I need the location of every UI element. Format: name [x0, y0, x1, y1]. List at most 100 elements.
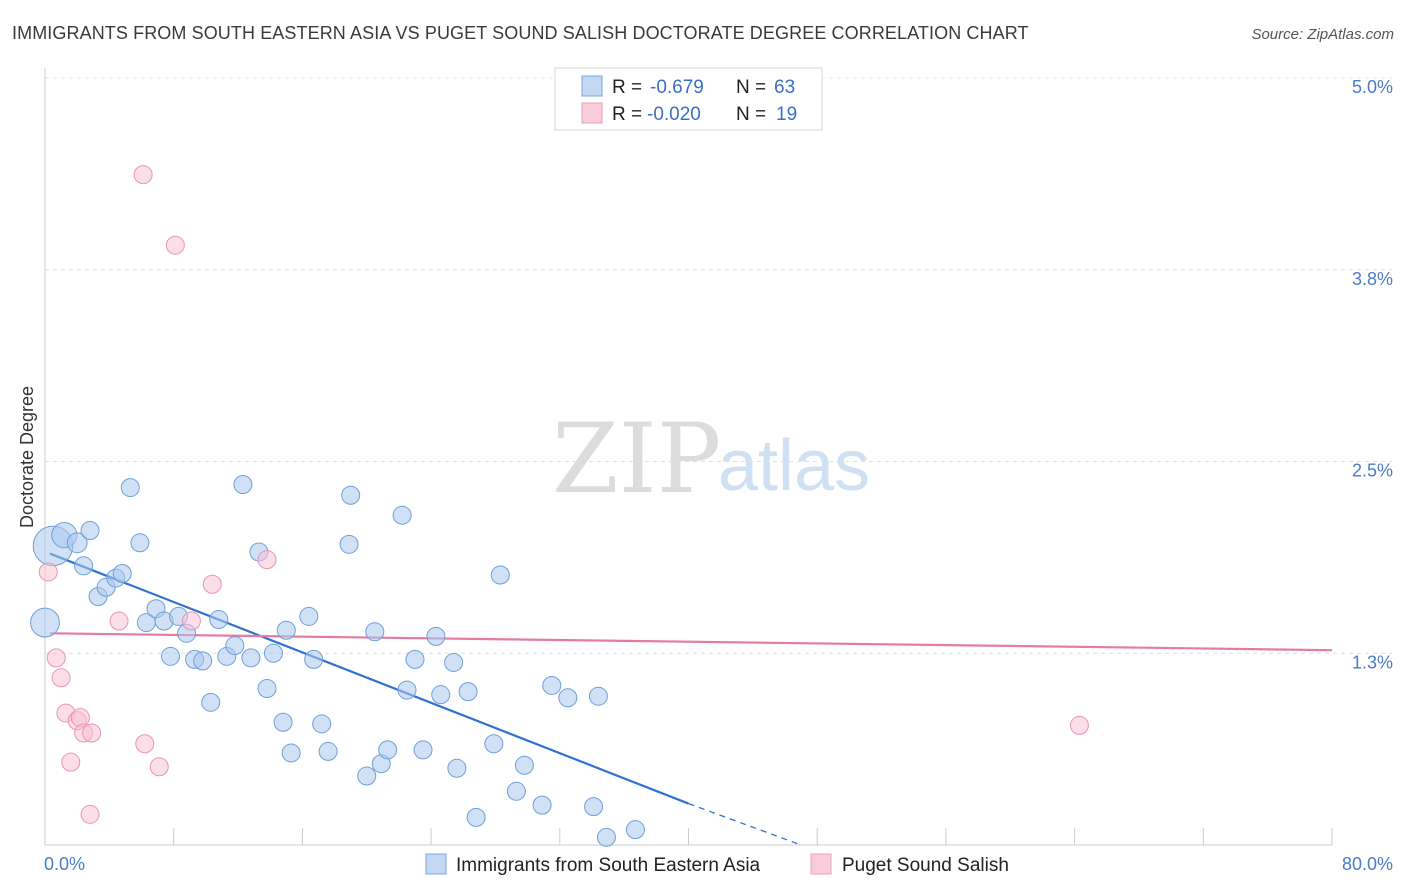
- trend-lines: [49, 552, 1333, 846]
- bottom-legend-label-blue: Immigrants from South Eastern Asia: [456, 855, 761, 876]
- point-s0-30: [276, 620, 296, 640]
- legend-r-label-2: R =: [612, 104, 642, 125]
- point-s0-47: [444, 652, 464, 672]
- y-tick-label-2: 3.8%: [1352, 269, 1393, 289]
- point-s0-36: [341, 485, 361, 505]
- y-axis-label: Doctorate Degree: [17, 386, 37, 528]
- point-s1-13: [133, 165, 153, 185]
- axes: [44, 68, 1333, 846]
- point-s0-52: [490, 565, 510, 585]
- point-s0-49: [458, 682, 478, 702]
- x-tick-label-1: 80.0%: [1342, 854, 1393, 874]
- legend-r-value-2: -0.020: [647, 104, 701, 125]
- point-s0-24: [241, 648, 261, 668]
- point-s0-4: [74, 556, 94, 576]
- point-s1-4: [61, 752, 81, 772]
- point-s0-37: [357, 766, 377, 786]
- trend-extension-s0: [688, 802, 802, 846]
- point-s1-12: [149, 757, 169, 777]
- point-s1-16: [202, 574, 222, 594]
- bottom-legend-label-pink: Puget Sound Salish: [842, 855, 1009, 876]
- point-s0-10: [130, 533, 150, 553]
- point-s0-31: [299, 606, 319, 626]
- point-s1-9: [80, 804, 100, 824]
- point-s0-55: [532, 795, 552, 815]
- chart-source: Source: ZipAtlas.com: [1251, 26, 1394, 43]
- point-s1-10: [109, 611, 129, 631]
- point-s0-40: [378, 740, 398, 760]
- point-s0-57: [558, 688, 578, 708]
- point-s1-6: [70, 708, 90, 728]
- legend-swatch-pink: [581, 102, 603, 124]
- legend-n-label-2: N =: [736, 104, 766, 125]
- point-s0-58: [584, 797, 604, 817]
- y-tick-label-3: 5.0%: [1352, 77, 1393, 97]
- point-s0-41: [392, 505, 412, 525]
- point-s0-59: [588, 686, 608, 706]
- point-s1-2: [51, 668, 71, 688]
- point-s1-0: [38, 562, 58, 582]
- point-s1-18: [1069, 715, 1089, 735]
- point-s0-54: [514, 755, 534, 775]
- point-s0-2: [66, 532, 88, 554]
- point-s1-14: [165, 235, 185, 255]
- trend-line-s0: [49, 552, 689, 805]
- point-s0-50: [466, 807, 486, 827]
- point-s0-43: [405, 649, 425, 669]
- point-s1-8: [82, 723, 102, 743]
- legend-r-label-1: R =: [612, 77, 642, 98]
- point-s0-56: [542, 675, 562, 695]
- point-s0-8: [112, 563, 132, 583]
- point-s0-35: [339, 534, 359, 554]
- series-legend: Immigrants from South Eastern Asia Puget…: [425, 853, 1009, 876]
- watermark-atlas: atlas: [718, 426, 870, 506]
- point-s0-23: [233, 475, 253, 495]
- point-s0-20: [209, 610, 229, 630]
- legend-n-value-2: 19: [776, 104, 797, 125]
- watermark-zip: ZIP: [552, 403, 721, 515]
- point-s0-32: [304, 649, 324, 669]
- point-s0-29: [281, 743, 301, 763]
- gridlines: [45, 77, 1392, 654]
- legend-swatch-blue: [581, 75, 603, 97]
- point-s0-38: [365, 622, 385, 642]
- point-s0-22: [225, 636, 245, 656]
- legend-r-value-1: -0.679: [650, 77, 704, 98]
- point-s0-9: [120, 478, 140, 498]
- point-s1-11: [135, 734, 155, 754]
- point-s0-34: [318, 741, 338, 761]
- point-s0-19: [201, 692, 221, 712]
- watermark: ZIP atlas: [552, 403, 870, 515]
- correlation-legend: R = -0.679 N = 63 R = -0.020 N = 19: [554, 67, 823, 131]
- point-s0-26: [257, 679, 277, 699]
- point-s0-28: [273, 712, 293, 732]
- point-s1-15: [181, 611, 201, 631]
- point-s0-45: [426, 626, 446, 646]
- point-s0-51: [484, 734, 504, 754]
- bottom-legend-swatch-blue: [425, 853, 447, 875]
- point-s1-17: [257, 550, 277, 570]
- point-s0-27: [263, 643, 283, 663]
- chart-title: IMMIGRANTS FROM SOUTH EASTERN ASIA VS PU…: [12, 23, 1029, 43]
- point-s0-46: [431, 685, 451, 705]
- trend-line-s1: [49, 632, 1333, 652]
- legend-n-label-1: N =: [736, 77, 766, 98]
- point-s0-42: [397, 680, 417, 700]
- tick-labels: 1.3% 2.5% 3.8% 5.0% 0.0% 80.0%: [44, 77, 1393, 874]
- point-s0-60: [596, 827, 616, 847]
- point-s0-62: [30, 607, 60, 638]
- legend-n-value-1: 63: [774, 77, 795, 98]
- point-s0-61: [625, 820, 645, 840]
- point-s0-53: [506, 781, 526, 801]
- x-tick-label-0: 0.0%: [44, 854, 85, 874]
- point-s0-14: [160, 646, 180, 666]
- point-s0-33: [312, 714, 332, 734]
- point-s0-3: [80, 521, 100, 541]
- data-points: [30, 165, 1089, 847]
- point-s0-44: [413, 740, 433, 760]
- point-s0-48: [447, 758, 467, 778]
- point-s0-18: [193, 651, 213, 671]
- y-tick-label-1: 2.5%: [1352, 461, 1393, 481]
- point-s1-1: [46, 648, 66, 668]
